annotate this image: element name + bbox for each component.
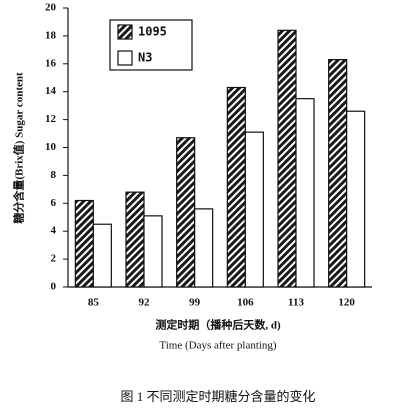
y-tick-label: 0 [51, 281, 57, 293]
bar [346, 110, 366, 288]
y-tick-label: 10 [45, 141, 57, 153]
y-tick-label: 4 [51, 225, 57, 237]
y-tick-label: 16 [45, 57, 57, 69]
x-axis-label: 测定时期（播种后天数, d) [155, 318, 281, 332]
x-tick-label: 113 [288, 297, 304, 309]
y-tick-label: 12 [45, 113, 57, 125]
legend-label: 1095 [138, 25, 167, 39]
y-tick-label: 2 [51, 253, 57, 265]
y-tick-label: 14 [45, 85, 57, 97]
x-axis-label-en: Time (Days after planting) [159, 340, 277, 352]
y-tick-label: 8 [51, 169, 57, 181]
bar [194, 208, 214, 288]
y-axis-label: 糖分含量(Brix值) Sugar content [12, 72, 26, 224]
y-tick-label: 18 [45, 29, 57, 41]
bar [92, 223, 112, 288]
caption: 图 1 不同测定时期糖分含量的变化 [120, 389, 315, 404]
bar [244, 131, 264, 288]
bar [328, 59, 348, 288]
bar [295, 98, 315, 288]
bar [74, 199, 94, 288]
x-tick-label: 85 [88, 297, 100, 309]
x-tick-label: 99 [189, 297, 201, 309]
legend-swatch [117, 24, 133, 40]
y-tick-label: 20 [45, 2, 57, 14]
x-tick-label: 120 [338, 297, 355, 309]
y-tick-label: 6 [51, 197, 57, 209]
x-tick-label: 106 [237, 297, 254, 309]
bar [277, 29, 297, 288]
bar [125, 191, 145, 288]
bar [143, 215, 163, 288]
x-tick-label: 92 [139, 297, 151, 309]
bar [176, 137, 196, 288]
bar [226, 86, 246, 288]
legend-swatch [117, 50, 133, 66]
legend-label: N3 [138, 51, 152, 65]
